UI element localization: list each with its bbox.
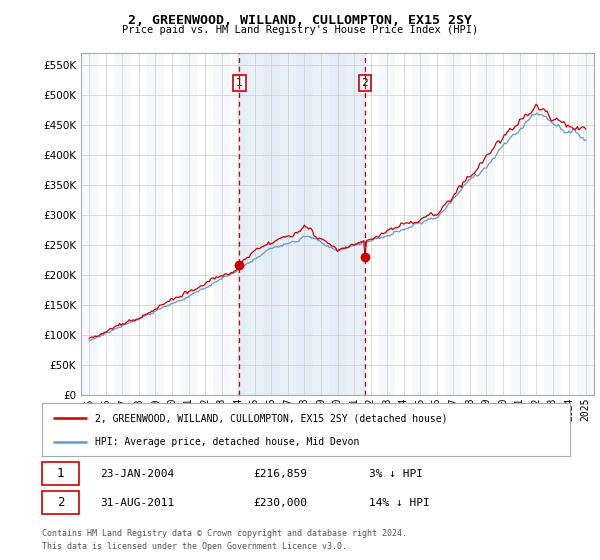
FancyBboxPatch shape (42, 463, 79, 486)
Text: 3% ↓ HPI: 3% ↓ HPI (370, 469, 424, 479)
Text: £230,000: £230,000 (253, 498, 307, 508)
Bar (544, 53, 561, 395)
Text: This data is licensed under the Open Government Licence v3.0.: This data is licensed under the Open Gov… (42, 542, 347, 550)
Bar (313, 53, 329, 395)
Bar (346, 53, 362, 395)
Bar (379, 53, 395, 395)
Text: 2: 2 (362, 78, 368, 88)
Text: £216,859: £216,859 (253, 469, 307, 479)
Text: 2, GREENWOOD, WILLAND, CULLOMPTON, EX15 2SY: 2, GREENWOOD, WILLAND, CULLOMPTON, EX15 … (128, 14, 472, 27)
Text: 31-AUG-2011: 31-AUG-2011 (100, 498, 175, 508)
Text: 1: 1 (57, 468, 64, 480)
Text: Contains HM Land Registry data © Crown copyright and database right 2024.: Contains HM Land Registry data © Crown c… (42, 529, 407, 538)
Bar (81, 53, 98, 395)
Text: 2: 2 (57, 496, 64, 509)
Text: HPI: Average price, detached house, Mid Devon: HPI: Average price, detached house, Mid … (95, 436, 359, 446)
Text: 23-JAN-2004: 23-JAN-2004 (100, 469, 175, 479)
Bar (239, 53, 365, 395)
Bar (114, 53, 131, 395)
Bar (445, 53, 461, 395)
Bar (147, 53, 164, 395)
Text: 2, GREENWOOD, WILLAND, CULLOMPTON, EX15 2SY (detached house): 2, GREENWOOD, WILLAND, CULLOMPTON, EX15 … (95, 413, 448, 423)
Bar (180, 53, 197, 395)
FancyBboxPatch shape (42, 491, 79, 514)
Text: 14% ↓ HPI: 14% ↓ HPI (370, 498, 430, 508)
Text: 1: 1 (236, 78, 243, 88)
Bar (511, 53, 528, 395)
Text: Price paid vs. HM Land Registry's House Price Index (HPI): Price paid vs. HM Land Registry's House … (122, 25, 478, 35)
Bar (478, 53, 495, 395)
Bar (412, 53, 428, 395)
Bar (214, 53, 230, 395)
Bar (247, 53, 263, 395)
Bar (280, 53, 296, 395)
Bar (577, 53, 594, 395)
